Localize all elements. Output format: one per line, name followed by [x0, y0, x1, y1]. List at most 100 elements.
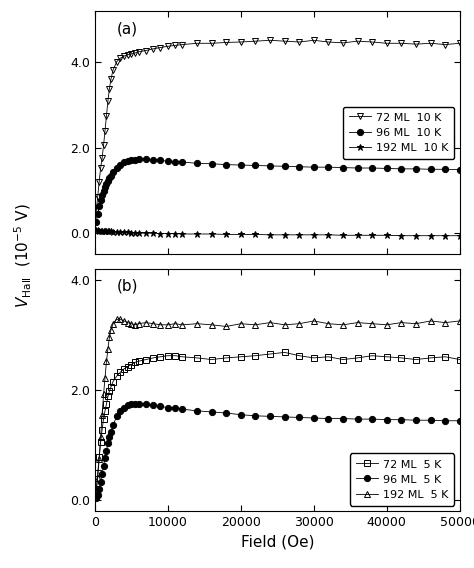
- 96 ML  5 K: [172, 404, 178, 411]
- 72 ML  5 K: [128, 361, 134, 368]
- 96 ML  5 K: [369, 416, 375, 423]
- 72 ML  10 K: [110, 66, 116, 73]
- 192 ML  5 K: [267, 319, 273, 326]
- 96 ML  10 K: [428, 166, 433, 173]
- 96 ML  5 K: [180, 406, 185, 412]
- 192 ML  10 K: [104, 228, 109, 235]
- 192 ML  5 K: [100, 391, 106, 398]
- 192 ML  10 K: [296, 231, 302, 238]
- 72 ML  5 K: [355, 354, 360, 361]
- 96 ML  5 K: [399, 416, 404, 423]
- 96 ML  5 K: [95, 491, 100, 498]
- 192 ML  5 K: [150, 320, 156, 327]
- 96 ML  5 K: [107, 434, 112, 441]
- 96 ML  10 K: [104, 181, 109, 187]
- Line: 72 ML  10 K: 72 ML 10 K: [93, 37, 463, 215]
- 96 ML  10 K: [311, 164, 317, 170]
- Line: 72 ML  5 K: 72 ML 5 K: [93, 349, 463, 492]
- 96 ML  5 K: [165, 404, 171, 411]
- 72 ML  10 K: [457, 40, 463, 47]
- 72 ML  5 K: [296, 352, 302, 359]
- 96 ML  5 K: [105, 440, 111, 447]
- 96 ML  10 K: [99, 192, 105, 199]
- 96 ML  10 K: [150, 157, 156, 164]
- 96 ML  5 K: [282, 414, 287, 420]
- 72 ML  10 K: [311, 37, 317, 44]
- 192 ML  5 K: [99, 411, 105, 418]
- 72 ML  10 K: [98, 165, 103, 172]
- 96 ML  10 K: [132, 157, 138, 164]
- 96 ML  10 K: [136, 156, 141, 163]
- 96 ML  10 K: [172, 158, 178, 165]
- 192 ML  5 K: [296, 320, 302, 327]
- 96 ML  10 K: [114, 165, 119, 172]
- 96 ML  10 K: [165, 158, 171, 165]
- 72 ML  5 K: [110, 378, 116, 385]
- 96 ML  10 K: [102, 183, 108, 190]
- 192 ML  10 K: [114, 228, 119, 235]
- 192 ML  5 K: [158, 321, 164, 328]
- X-axis label: Field (Oe): Field (Oe): [240, 534, 314, 550]
- 192 ML  10 K: [165, 230, 171, 237]
- 192 ML  10 K: [102, 228, 108, 235]
- 96 ML  10 K: [369, 165, 375, 172]
- 192 ML  10 K: [121, 229, 127, 236]
- 72 ML  5 K: [95, 469, 100, 476]
- 96 ML  5 K: [442, 417, 448, 424]
- 96 ML  10 K: [399, 165, 404, 172]
- 192 ML  5 K: [165, 321, 171, 328]
- 192 ML  5 K: [253, 321, 258, 328]
- 72 ML  10 K: [442, 41, 448, 48]
- 192 ML  10 K: [399, 232, 404, 239]
- 72 ML  5 K: [102, 407, 108, 414]
- 96 ML  5 K: [114, 413, 119, 420]
- 192 ML  10 K: [143, 229, 149, 236]
- 96 ML  5 K: [121, 404, 127, 411]
- 72 ML  5 K: [253, 352, 258, 359]
- 72 ML  10 K: [114, 58, 119, 65]
- 96 ML  10 K: [108, 172, 114, 179]
- 192 ML  10 K: [194, 231, 200, 237]
- 192 ML  10 K: [128, 229, 134, 236]
- 96 ML  10 K: [267, 162, 273, 169]
- 72 ML  5 K: [114, 373, 119, 379]
- 96 ML  10 K: [118, 161, 123, 168]
- 192 ML  5 K: [110, 320, 116, 327]
- 192 ML  5 K: [172, 320, 178, 327]
- 96 ML  10 K: [209, 160, 214, 167]
- 96 ML  10 K: [125, 158, 130, 165]
- 192 ML  10 K: [267, 231, 273, 238]
- 96 ML  10 K: [384, 165, 390, 172]
- Text: (b): (b): [117, 278, 138, 293]
- 72 ML  10 K: [150, 45, 156, 52]
- 192 ML  10 K: [172, 230, 178, 237]
- 72 ML  10 K: [143, 47, 149, 54]
- 192 ML  5 K: [223, 323, 229, 330]
- 96 ML  5 K: [238, 411, 244, 418]
- 96 ML  5 K: [102, 455, 108, 462]
- 96 ML  10 K: [105, 177, 111, 184]
- 192 ML  5 K: [107, 334, 112, 341]
- 192 ML  5 K: [125, 319, 130, 326]
- 192 ML  5 K: [457, 318, 463, 324]
- 192 ML  10 K: [355, 232, 360, 239]
- 72 ML  10 K: [223, 39, 229, 46]
- 72 ML  10 K: [104, 112, 109, 119]
- 72 ML  5 K: [150, 354, 156, 361]
- 72 ML  10 K: [96, 178, 102, 185]
- 72 ML  10 K: [355, 37, 360, 44]
- 192 ML  5 K: [282, 321, 287, 328]
- 96 ML  10 K: [96, 203, 102, 210]
- 72 ML  5 K: [143, 356, 149, 363]
- 72 ML  5 K: [267, 350, 273, 357]
- 96 ML  5 K: [108, 428, 114, 435]
- 96 ML  5 K: [428, 417, 433, 424]
- 192 ML  10 K: [105, 228, 111, 235]
- 96 ML  5 K: [158, 403, 164, 410]
- 192 ML  5 K: [105, 345, 111, 352]
- 96 ML  5 K: [100, 462, 106, 469]
- 192 ML  10 K: [457, 232, 463, 239]
- Legend: 72 ML  5 K, 96 ML  5 K, 192 ML  5 K: 72 ML 5 K, 96 ML 5 K, 192 ML 5 K: [350, 453, 454, 506]
- 72 ML  5 K: [442, 353, 448, 360]
- 192 ML  5 K: [98, 433, 103, 440]
